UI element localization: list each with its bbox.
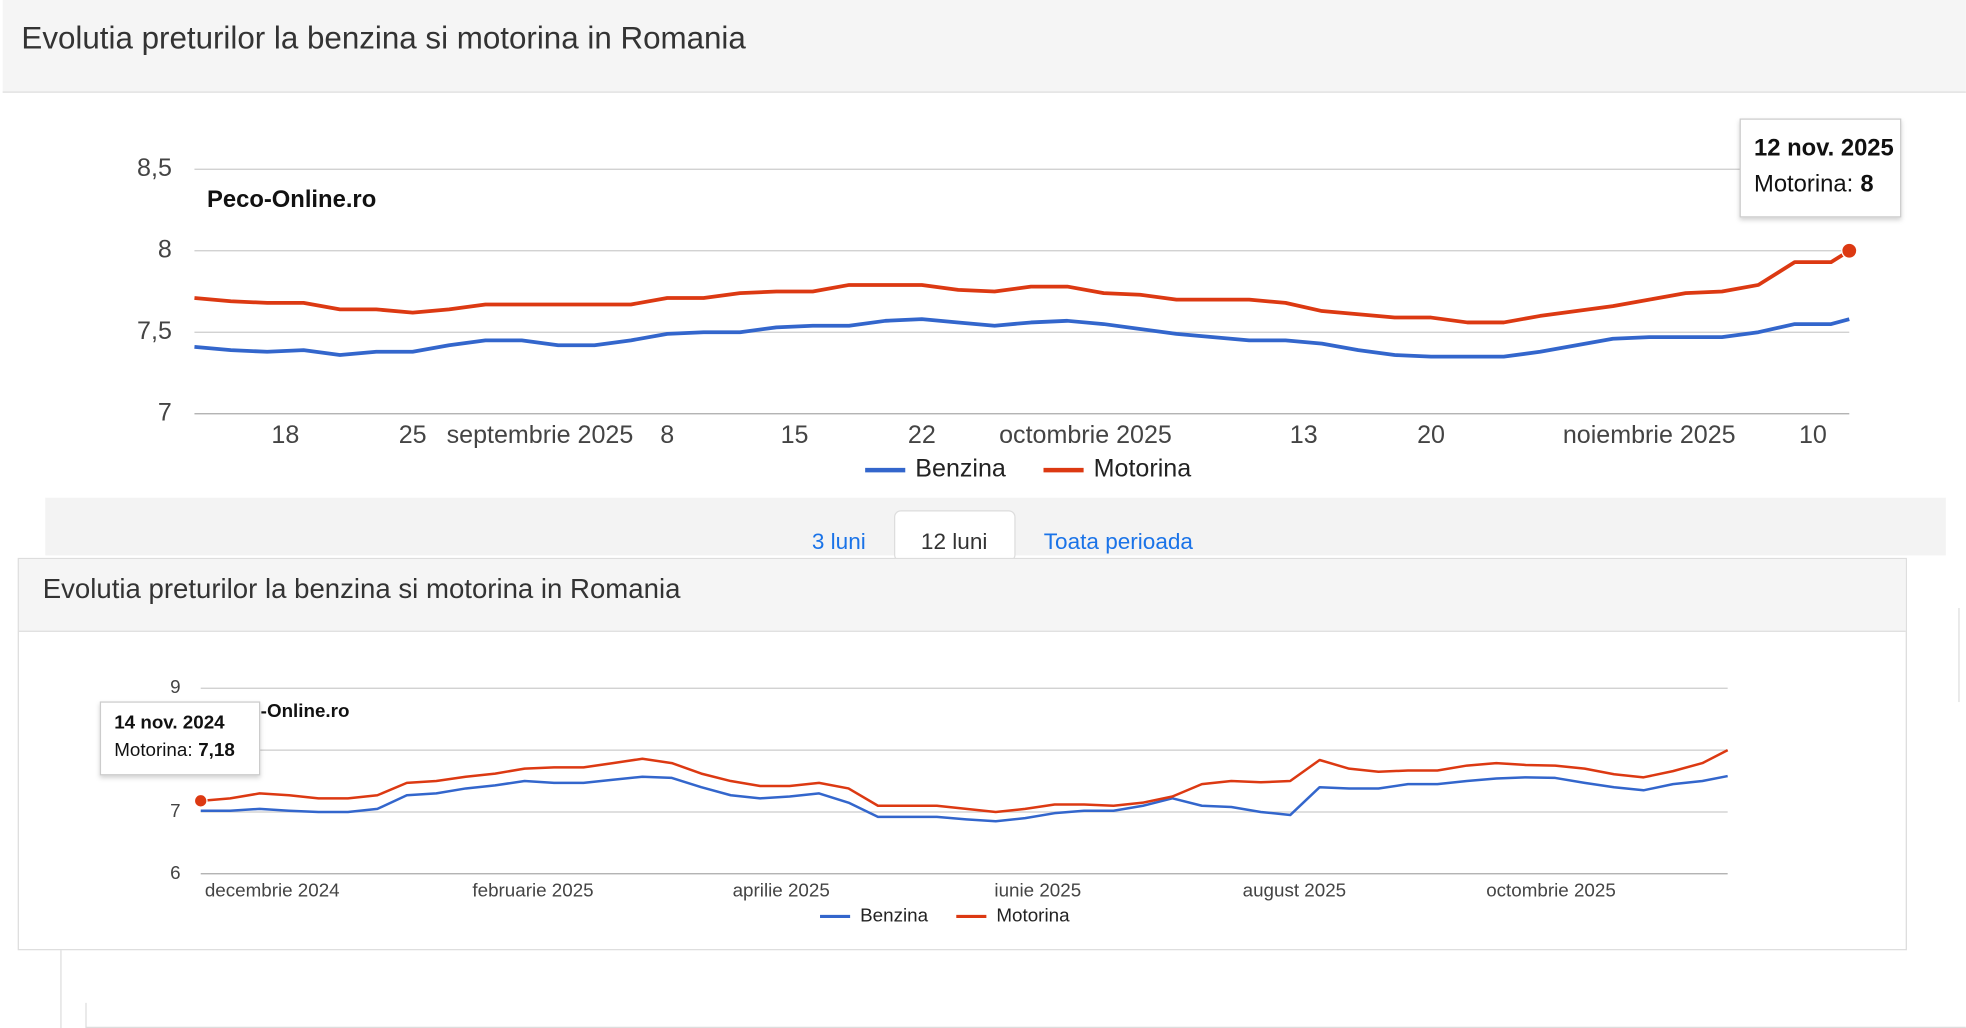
tooltip-body: Motorina: 7,18 bbox=[114, 739, 235, 760]
y-tick-label: 7 bbox=[158, 398, 172, 426]
tab[interactable]: Toata perioada bbox=[1044, 529, 1194, 554]
line-series bbox=[200, 748, 1729, 814]
tooltip bbox=[99, 701, 261, 776]
legend-label: Benzina bbox=[915, 455, 1006, 483]
x-tick-label: 15 bbox=[781, 421, 809, 449]
line-series bbox=[194, 249, 1851, 325]
x-tick-label: 8 bbox=[660, 421, 674, 449]
tab[interactable]: 3 luni bbox=[812, 529, 866, 554]
edge-line bbox=[85, 1002, 1966, 1028]
highlight-point bbox=[1841, 242, 1858, 259]
x-tick-label: 18 bbox=[271, 421, 299, 449]
line-series bbox=[194, 317, 1850, 359]
x-tick-label: decembrie 2024 bbox=[205, 879, 340, 900]
x-tick-label: noiembrie 2025 bbox=[1563, 421, 1736, 449]
y-tick-label: 6 bbox=[170, 862, 180, 883]
tooltip-value: 8 bbox=[1860, 171, 1873, 198]
tooltip bbox=[1739, 118, 1902, 218]
tab[interactable]: 12 luni bbox=[921, 529, 987, 554]
panel-header bbox=[18, 559, 1906, 631]
panel-header bbox=[2, 0, 1966, 92]
panel-title: Evolutia preturilor la benzina si motori… bbox=[21, 20, 746, 55]
tooltip-label: Motorina: bbox=[1754, 171, 1853, 198]
y-tick-label: 7,5 bbox=[137, 317, 172, 345]
x-tick-label: 22 bbox=[908, 421, 936, 449]
legend-label: Motorina bbox=[1094, 455, 1192, 483]
watermark: Peco-Online.ro bbox=[207, 186, 376, 213]
tooltip-title: 14 nov. 2024 bbox=[114, 711, 225, 732]
x-tick-label: aprilie 2025 bbox=[733, 879, 830, 900]
tooltip-label: Motorina: bbox=[114, 739, 192, 760]
y-tick-label: 9 bbox=[170, 676, 180, 697]
line-series bbox=[200, 774, 1728, 823]
x-tick-label: 20 bbox=[1417, 421, 1445, 449]
x-tick-label: februarie 2025 bbox=[472, 879, 593, 900]
legend-label: Benzina bbox=[860, 904, 928, 925]
x-tick-label: octombrie 2025 bbox=[1486, 879, 1616, 900]
x-tick-label: 13 bbox=[1290, 421, 1318, 449]
legend-label: Motorina bbox=[996, 904, 1070, 925]
x-tick-label: iunie 2025 bbox=[994, 879, 1081, 900]
panel-title: Evolutia preturilor la benzina si motori… bbox=[43, 573, 681, 604]
y-tick-label: 8 bbox=[158, 235, 172, 263]
x-tick-label: septembrie 2025 bbox=[447, 421, 634, 449]
y-tick-label: 8,5 bbox=[137, 154, 172, 182]
x-tick-label: august 2025 bbox=[1243, 879, 1346, 900]
tooltip-body: Motorina: 8 bbox=[1754, 171, 1874, 198]
x-tick-label: 25 bbox=[399, 421, 427, 449]
y-tick-label: 7 bbox=[170, 800, 180, 821]
x-tick-label: 10 bbox=[1799, 421, 1827, 449]
tooltip-value: 7,18 bbox=[198, 739, 235, 760]
highlight-point bbox=[193, 793, 208, 808]
tooltip-title: 12 nov. 2025 bbox=[1754, 134, 1894, 161]
x-tick-label: octombrie 2025 bbox=[999, 421, 1172, 449]
